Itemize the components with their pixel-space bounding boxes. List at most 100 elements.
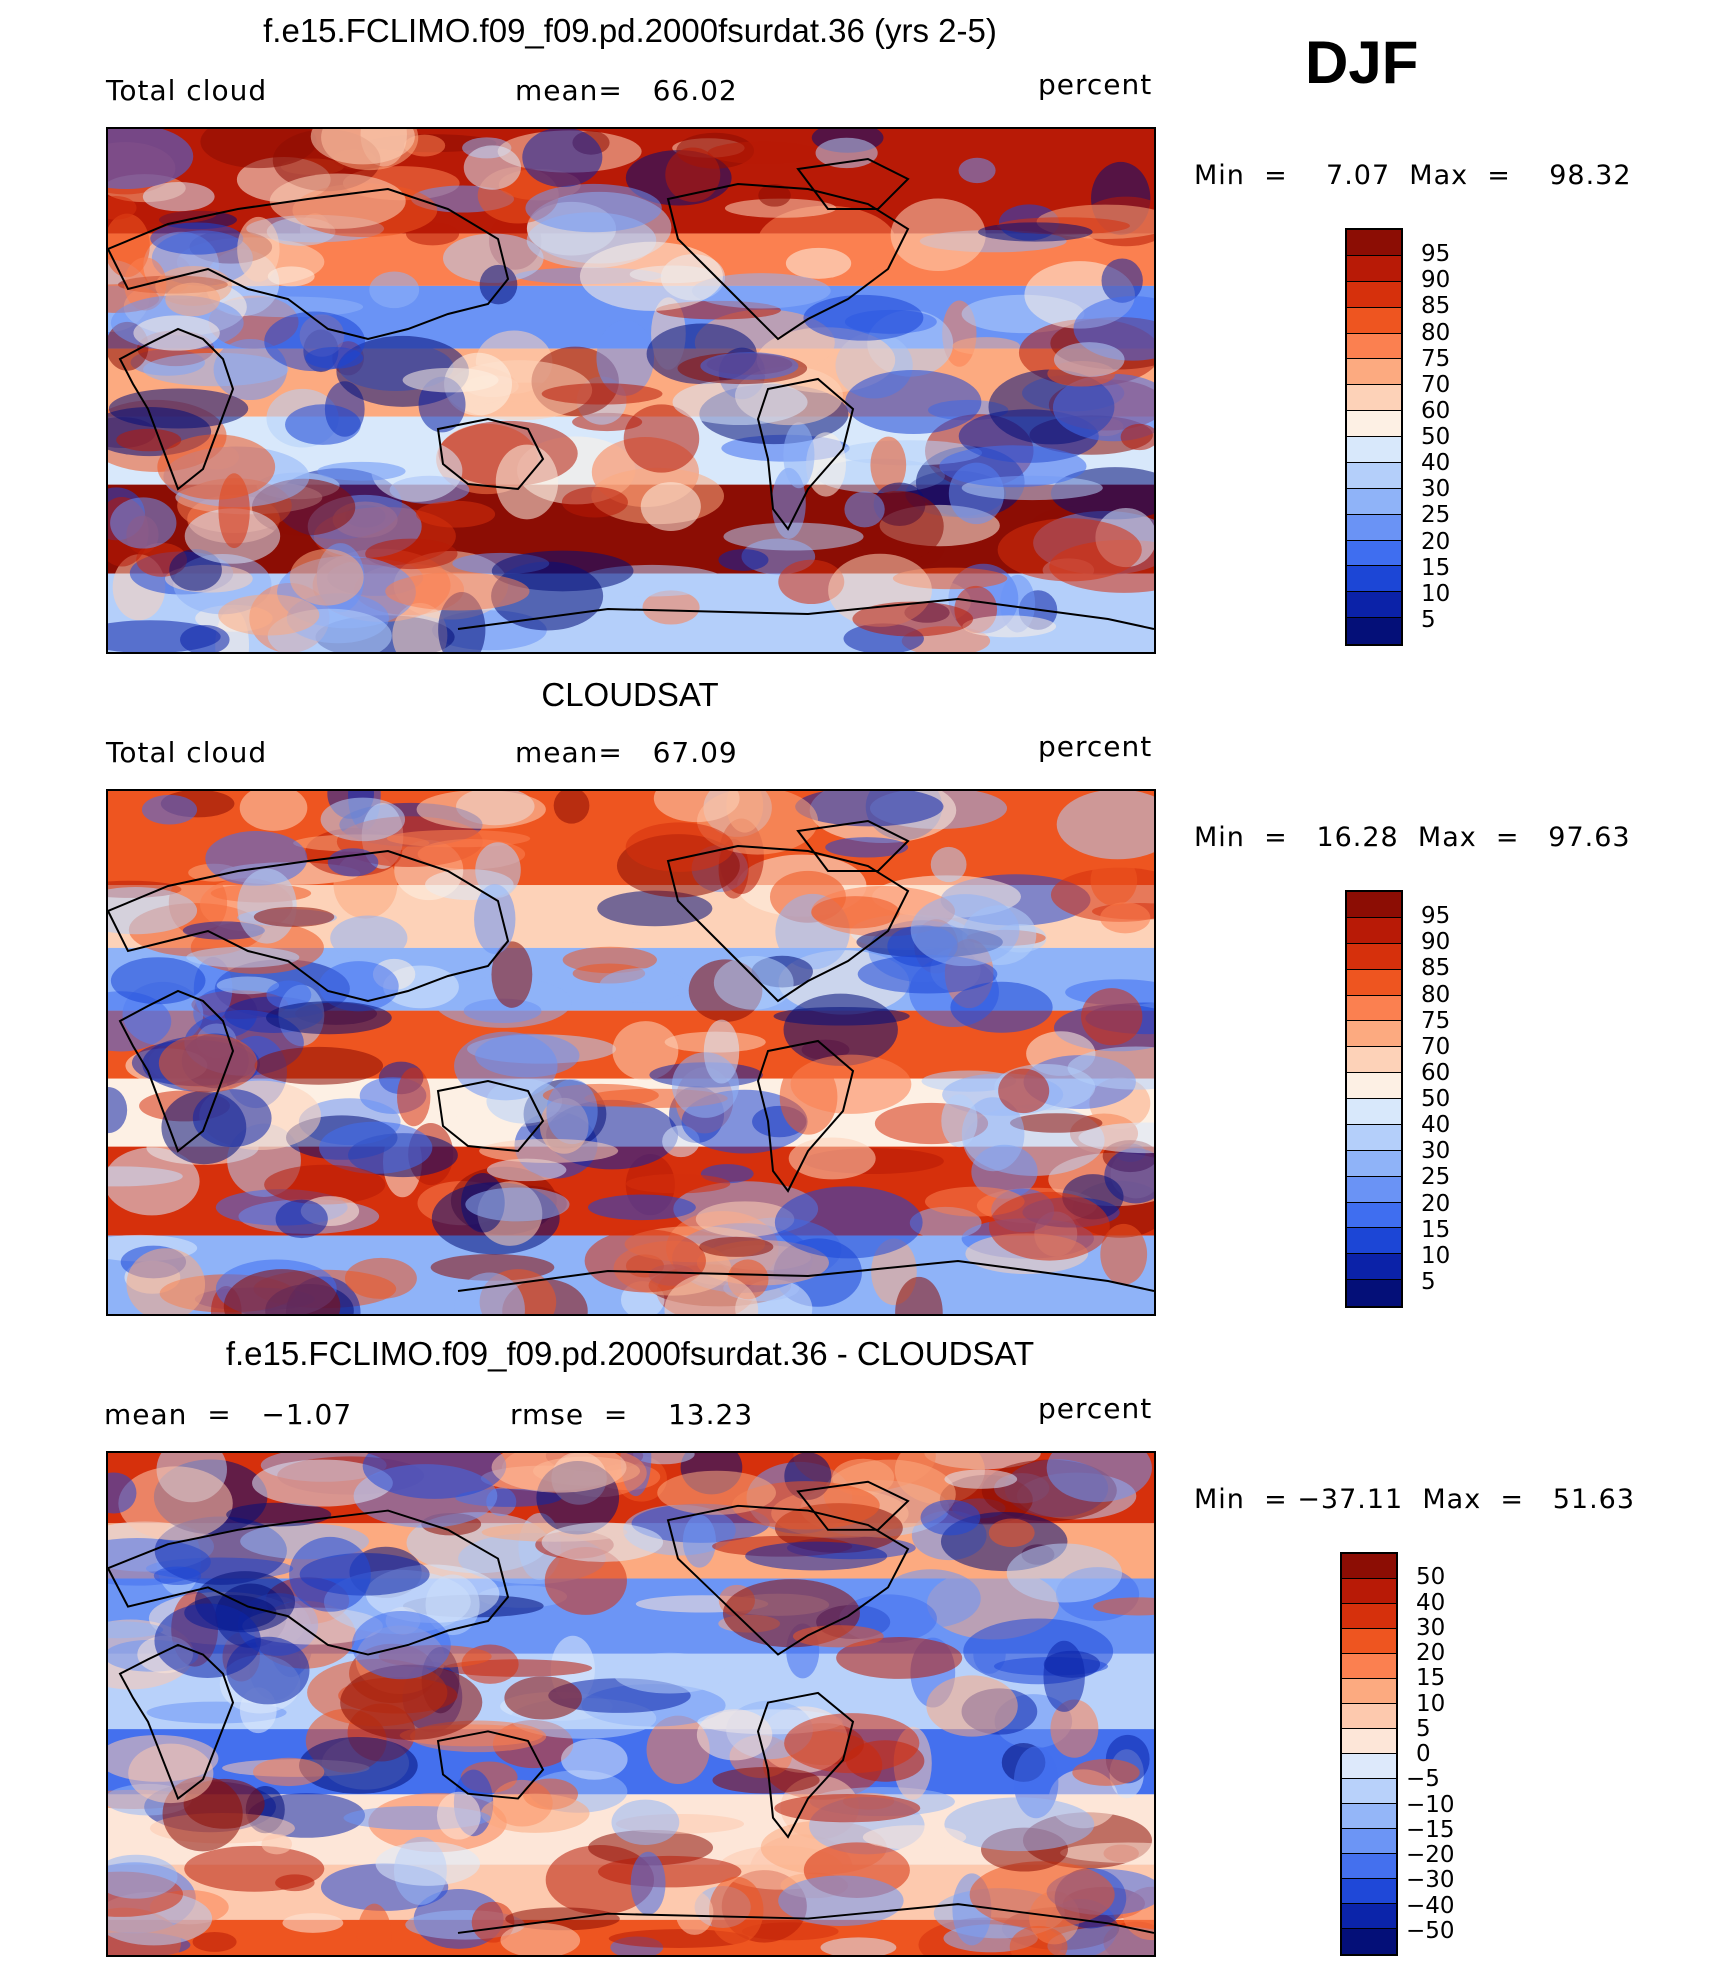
map-contour-blob xyxy=(108,1854,178,1899)
colorbar-tick-label: 50 xyxy=(1416,1564,1446,1591)
colorbar-swatch xyxy=(1347,411,1401,437)
map-contour-blob xyxy=(392,603,448,652)
map-contour-blob xyxy=(218,594,320,636)
colorbar-swatch xyxy=(1347,514,1401,541)
panel-3-mean-label: mean = −1.07 xyxy=(104,1398,353,1431)
coastline xyxy=(666,844,910,1003)
map-contour-blob xyxy=(844,491,885,528)
map-contour-blob xyxy=(783,993,898,1066)
map-contour-blob xyxy=(289,1536,371,1612)
map-contour-blob xyxy=(416,791,546,829)
map-contour-blob xyxy=(299,1736,418,1794)
map-contour-blob xyxy=(646,1715,710,1785)
map-contour-blob xyxy=(623,404,700,473)
map-contour-blob xyxy=(385,572,530,611)
map-contour-blob xyxy=(671,1052,739,1118)
colorbar-swatches xyxy=(1340,1552,1398,1956)
map-contour-blob xyxy=(988,1518,1035,1548)
map-contour-blob xyxy=(608,1929,750,1948)
map-contour-blob xyxy=(597,1855,742,1888)
coastlines xyxy=(108,1480,1154,1934)
map-contour-blob xyxy=(1009,1113,1103,1133)
map-contour-blob xyxy=(1067,1046,1154,1090)
colorbar-tick-label: 40 xyxy=(1416,1589,1446,1616)
map-contour-blob xyxy=(723,522,864,551)
map-contour-blob xyxy=(479,264,518,305)
colorbar-swatch xyxy=(1342,1829,1396,1854)
map-contour-blob xyxy=(282,1913,344,1933)
map-contour-blob xyxy=(724,198,837,218)
map-contour-blob xyxy=(1120,423,1154,451)
map-contour-blob xyxy=(402,367,499,393)
colorbar-swatch xyxy=(1347,1099,1401,1125)
map-contour-blob xyxy=(544,1546,627,1615)
colorbar-swatch xyxy=(1347,592,1401,619)
map-contour-blob xyxy=(998,1068,1050,1114)
map-contour-blob xyxy=(718,549,769,571)
map-contour-blob xyxy=(522,129,603,188)
map-contour-blob xyxy=(475,1033,580,1078)
map-contour-blob xyxy=(1006,1543,1123,1603)
map-contour-blob xyxy=(587,1194,696,1221)
coastline xyxy=(457,1259,1154,1292)
colorbar-swatch xyxy=(1347,917,1401,944)
colorbar-swatch xyxy=(1347,437,1401,463)
map-contour-blob xyxy=(108,195,137,220)
map-contour-blob xyxy=(108,388,249,429)
map-contour-blob xyxy=(362,1453,507,1499)
map-contour-blob xyxy=(611,1799,680,1845)
colorbar-swatch xyxy=(1342,1904,1396,1929)
map-contour-blob xyxy=(397,1067,431,1127)
colorbar-swatch xyxy=(1347,488,1401,515)
map-contour-blob xyxy=(471,1901,515,1943)
map-contour-blob xyxy=(811,896,900,929)
map-contour-blob xyxy=(930,846,967,883)
colorbar-swatch xyxy=(1347,1047,1401,1074)
map-contour-blob xyxy=(275,1199,328,1239)
map-contour-blob xyxy=(150,222,244,255)
colorbar-swatches xyxy=(1345,228,1403,646)
map-contour-blob xyxy=(371,439,463,502)
map-contour-blob xyxy=(223,1269,341,1314)
colorbar-tick-label: 70 xyxy=(1421,1033,1451,1060)
map-contour-blob xyxy=(142,181,215,212)
map-contour-blob xyxy=(774,1186,923,1259)
map-contour-blob xyxy=(1101,258,1143,303)
map-contour-blob xyxy=(153,1566,202,1586)
map-contour-blob xyxy=(1090,854,1138,906)
map-contour-blob xyxy=(997,518,1142,582)
colorbar-tick-label: 30 xyxy=(1421,1138,1451,1165)
coastline xyxy=(457,1903,1154,1934)
map-contour-blob xyxy=(266,1001,392,1035)
map-contour-blob xyxy=(910,894,1020,967)
map-contour-blob xyxy=(108,887,198,935)
colorbar-tick-label: 95 xyxy=(1421,903,1451,930)
colorbar-swatch xyxy=(1347,969,1401,996)
map-contour-blob xyxy=(675,1890,714,1935)
map-contour-blob xyxy=(709,1876,764,1945)
map-contour-blob xyxy=(369,271,420,309)
colorbar-swatch xyxy=(1347,995,1401,1022)
map-contour-blob xyxy=(596,320,655,396)
colorbar-tick-label: 10 xyxy=(1421,580,1451,607)
map-contour-blob xyxy=(261,1833,293,1855)
colorbar-tick-label: −20 xyxy=(1406,1842,1455,1868)
map-contour-blob xyxy=(253,906,335,927)
map-contour-blob xyxy=(958,157,996,184)
map-contour-blob xyxy=(1056,791,1154,860)
colorbar-swatch xyxy=(1342,1879,1396,1904)
coastline xyxy=(756,1691,855,1839)
map-contour-blob xyxy=(344,1257,417,1299)
colorbar-swatch xyxy=(1347,892,1401,918)
colorbar-tick-label: 40 xyxy=(1421,450,1451,477)
colorbar-swatch xyxy=(1347,1124,1401,1151)
panel-3-units-label: percent xyxy=(1038,1392,1153,1425)
map-contour-blob xyxy=(1060,1842,1154,1863)
colorbar-swatch xyxy=(1342,1604,1396,1629)
map-contour-blob xyxy=(1050,1699,1099,1758)
map-contour-blob xyxy=(778,1875,904,1927)
colorbar-swatch xyxy=(1347,359,1401,386)
colorbar-tick-label: 15 xyxy=(1416,1665,1446,1692)
map-contour-blob xyxy=(815,137,878,169)
map-contour-blob xyxy=(406,222,460,246)
